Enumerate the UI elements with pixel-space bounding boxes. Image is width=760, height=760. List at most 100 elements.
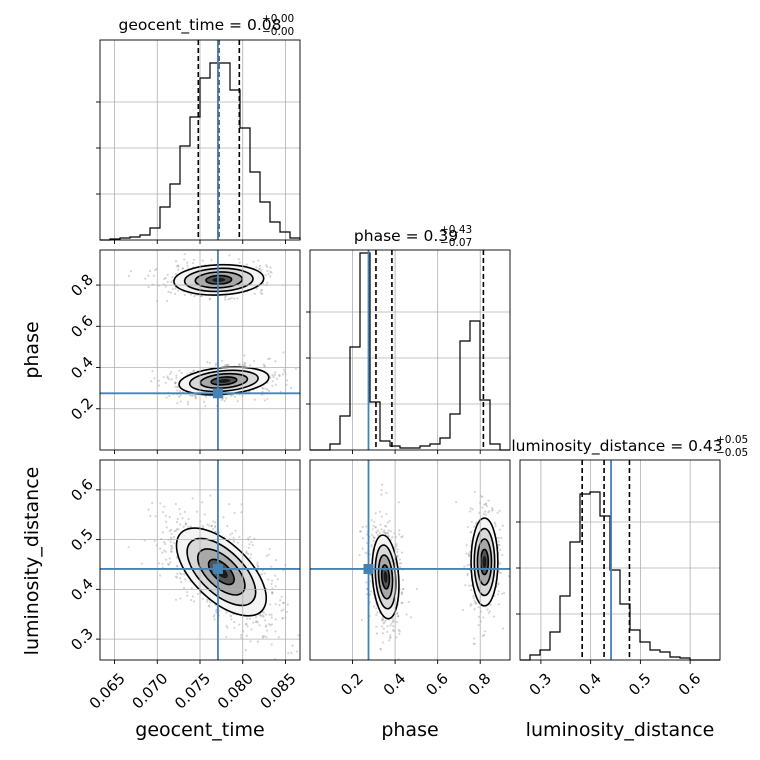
sample-point bbox=[173, 530, 176, 533]
sample-point bbox=[255, 620, 258, 624]
hist-bin bbox=[660, 652, 670, 660]
sample-point bbox=[365, 581, 368, 584]
sample-point bbox=[494, 525, 497, 528]
sample-point bbox=[237, 257, 240, 261]
sample-point bbox=[214, 521, 217, 524]
sample-point bbox=[226, 524, 229, 528]
sample-point bbox=[380, 515, 383, 518]
sample-point bbox=[161, 562, 164, 566]
sample-point bbox=[194, 394, 197, 398]
sample-point bbox=[174, 529, 178, 533]
sample-point bbox=[175, 564, 178, 567]
sample-point bbox=[271, 579, 274, 582]
sample-point bbox=[262, 611, 265, 614]
sample-point bbox=[484, 630, 487, 633]
sample-point bbox=[279, 599, 282, 602]
sample-point bbox=[178, 507, 181, 511]
sample-point bbox=[238, 535, 241, 538]
sample-point bbox=[161, 510, 164, 514]
y-tick-label: 0.8 bbox=[67, 270, 97, 300]
sample-point bbox=[230, 394, 233, 397]
sample-point bbox=[174, 381, 177, 384]
sample-point bbox=[232, 536, 235, 539]
hist-bin bbox=[270, 222, 280, 240]
hist-bin bbox=[200, 78, 210, 240]
sample-point bbox=[256, 565, 260, 568]
sample-point bbox=[169, 373, 172, 376]
sample-point bbox=[263, 364, 266, 367]
sample-point bbox=[191, 497, 194, 500]
hist-bin bbox=[350, 347, 360, 450]
sample-point bbox=[249, 640, 252, 643]
hist-bin bbox=[240, 128, 250, 240]
sample-point bbox=[274, 603, 277, 606]
hist-bin bbox=[260, 202, 270, 240]
panel-frame bbox=[99, 39, 301, 241]
sample-point bbox=[361, 537, 364, 540]
sample-point bbox=[501, 524, 504, 527]
sample-point bbox=[205, 598, 209, 601]
sample-point bbox=[176, 565, 179, 568]
sample-point bbox=[488, 610, 491, 613]
sample-point bbox=[265, 554, 268, 557]
sample-point bbox=[397, 615, 400, 618]
sample-point bbox=[246, 617, 249, 620]
sample-point bbox=[177, 395, 181, 399]
sample-point bbox=[174, 292, 177, 295]
sample-point bbox=[381, 619, 384, 622]
sample-point bbox=[396, 554, 399, 557]
x-axis-label-geocent-time: geocent_time bbox=[135, 719, 264, 741]
hist-outline bbox=[520, 491, 720, 661]
density-content bbox=[358, 483, 510, 667]
sample-point bbox=[278, 375, 281, 378]
sample-point bbox=[226, 626, 229, 629]
sample-point bbox=[387, 529, 390, 532]
sample-point bbox=[498, 509, 501, 512]
sample-point bbox=[250, 628, 253, 631]
sample-point bbox=[175, 374, 178, 377]
sample-point bbox=[395, 665, 397, 667]
hist-bin bbox=[530, 655, 540, 660]
sample-point bbox=[271, 587, 274, 590]
sample-point bbox=[245, 551, 248, 554]
sample-point bbox=[381, 625, 384, 628]
sample-point bbox=[258, 614, 261, 617]
sample-point bbox=[227, 298, 230, 301]
sample-point bbox=[470, 530, 473, 534]
hist-bin bbox=[160, 207, 170, 240]
sample-point bbox=[147, 508, 150, 511]
sample-point bbox=[379, 647, 382, 651]
sample-point bbox=[169, 550, 173, 553]
sample-point bbox=[466, 525, 469, 529]
sample-point bbox=[400, 551, 404, 554]
sample-point bbox=[477, 606, 480, 609]
sample-point bbox=[181, 267, 185, 270]
y-tick-label: 0.5 bbox=[67, 525, 97, 555]
sample-point bbox=[169, 540, 172, 543]
sample-point bbox=[273, 371, 277, 374]
sample-point bbox=[270, 565, 273, 568]
sample-point bbox=[265, 629, 269, 632]
sample-point bbox=[268, 613, 271, 616]
hist-bin bbox=[140, 235, 150, 240]
sample-point bbox=[267, 357, 270, 361]
sample-point bbox=[392, 619, 395, 622]
sample-point bbox=[204, 395, 207, 398]
sample-point bbox=[372, 537, 375, 540]
sample-point bbox=[391, 617, 394, 620]
sample-point bbox=[179, 394, 182, 397]
hist-bin bbox=[150, 228, 160, 240]
sample-point bbox=[249, 364, 252, 367]
sample-point bbox=[389, 530, 392, 533]
sample-point bbox=[259, 291, 262, 295]
sample-point bbox=[232, 540, 236, 543]
contour-line bbox=[371, 534, 400, 620]
sample-point bbox=[162, 375, 165, 379]
sample-point bbox=[484, 510, 487, 513]
sample-point bbox=[395, 636, 398, 639]
sample-point bbox=[206, 360, 209, 364]
sample-point bbox=[243, 364, 246, 367]
title-luminosity-distance-minus: −0.05 bbox=[716, 447, 748, 459]
truth-marker bbox=[363, 563, 374, 574]
sample-point bbox=[201, 524, 204, 528]
